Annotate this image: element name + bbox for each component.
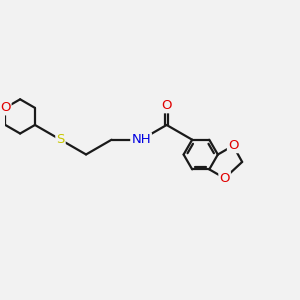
Text: O: O — [161, 99, 172, 112]
Text: O: O — [219, 172, 230, 185]
Text: NH: NH — [131, 133, 151, 146]
Text: O: O — [0, 101, 11, 114]
Text: S: S — [56, 133, 65, 146]
Text: O: O — [228, 139, 238, 152]
